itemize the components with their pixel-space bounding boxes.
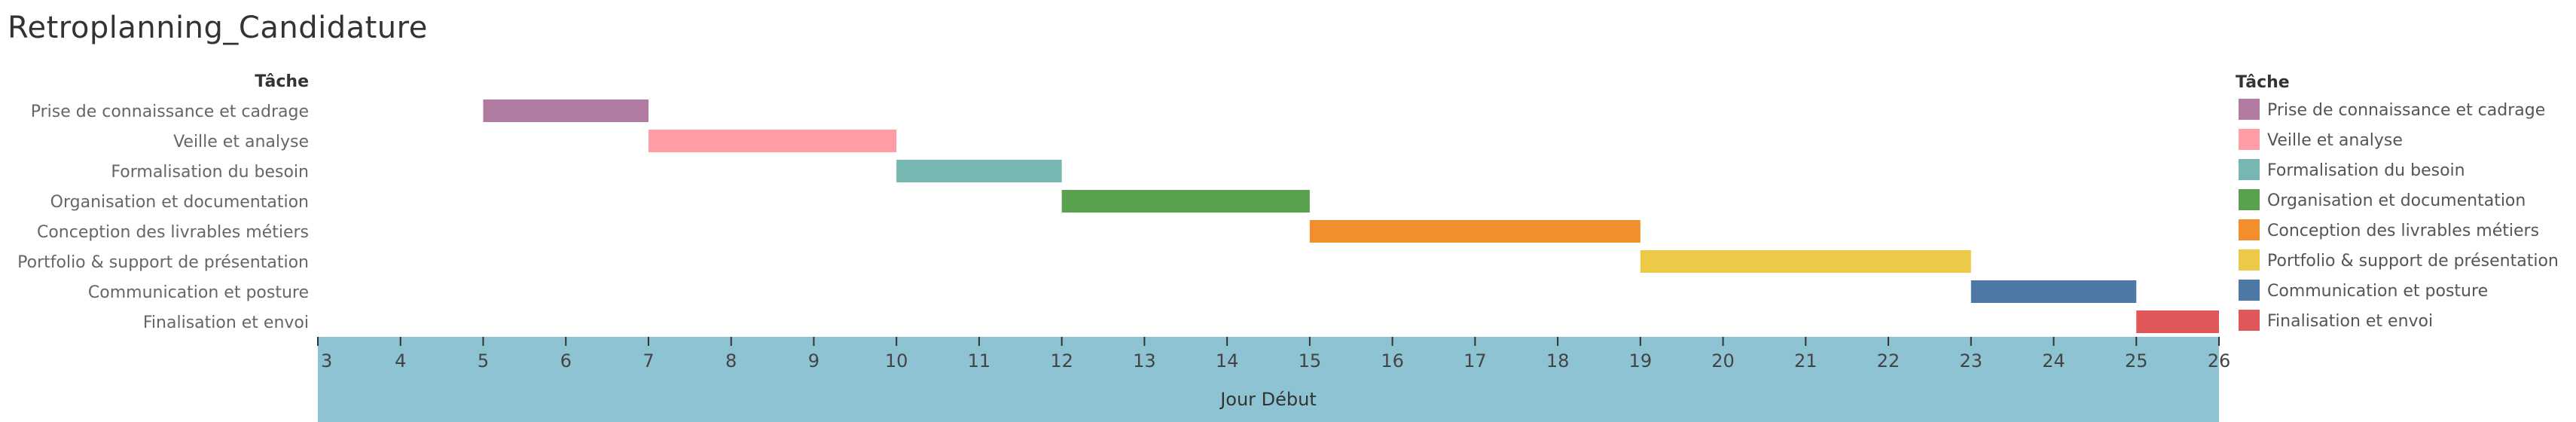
legend-swatch <box>2239 219 2260 240</box>
gantt-bar[interactable] <box>1061 190 1310 213</box>
x-tick-label: 13 <box>1133 350 1156 372</box>
legend-swatch <box>2239 310 2260 331</box>
x-tick-label: 10 <box>885 350 908 372</box>
category-label: Portfolio & support de présentation <box>17 253 309 272</box>
x-tick-label: 25 <box>2125 350 2148 372</box>
category-header: Tâche <box>255 72 309 91</box>
x-tick-label: 6 <box>560 350 572 372</box>
category-label: Prise de connaissance et cadrage <box>31 102 309 121</box>
legend-label: Organisation et documentation <box>2267 191 2526 210</box>
category-label: Finalisation et envoi <box>143 313 309 332</box>
x-tick-label: 12 <box>1050 350 1073 372</box>
x-tick-label: 5 <box>478 350 489 372</box>
x-tick-label: 24 <box>2042 350 2065 372</box>
legend-label: Communication et posture <box>2267 282 2488 301</box>
x-tick-label: 15 <box>1299 350 1322 372</box>
gantt-bar[interactable] <box>648 130 897 152</box>
x-tick-label: 3 <box>321 350 332 372</box>
legend-swatch <box>2239 99 2260 120</box>
axis-band <box>318 337 2219 422</box>
gantt-bar[interactable] <box>896 160 1062 182</box>
x-axis-title: Jour Début <box>1219 389 1317 410</box>
gantt-bar[interactable] <box>1970 280 2137 303</box>
x-tick-label: 16 <box>1381 350 1404 372</box>
x-tick-label: 22 <box>1877 350 1900 372</box>
x-tick-label: 8 <box>725 350 737 372</box>
legend-label: Prise de connaissance et cadrage <box>2267 101 2545 120</box>
x-tick-label: 26 <box>2208 350 2231 372</box>
x-axis-ticks: 3 4 5 6 7 8 9 10 11 12 13 14 15 16 17 18 19 20 21 22 23 24 25 2… <box>317 337 2231 372</box>
legend-swatch <box>2239 129 2260 150</box>
x-tick-label: 20 <box>1711 350 1735 372</box>
legend-swatch <box>2239 280 2260 301</box>
category-label: Organisation et documentation <box>50 193 309 212</box>
category-label: Conception des livrables métiers <box>37 223 309 242</box>
x-tick-label: 4 <box>395 350 406 372</box>
chart-title: Retroplanning_Candidature <box>8 11 428 45</box>
legend-swatch <box>2239 189 2260 210</box>
gantt-bar[interactable] <box>1309 220 1641 243</box>
x-tick-label: 23 <box>1960 350 1983 372</box>
x-tick-label: 7 <box>642 350 654 372</box>
x-tick-label: 18 <box>1546 350 1570 372</box>
category-label: Communication et posture <box>88 283 309 302</box>
x-tick-label: 21 <box>1794 350 1818 372</box>
gantt-bar[interactable] <box>483 99 649 122</box>
category-label: Veille et analyse <box>173 133 309 151</box>
legend-label: Conception des livrables métiers <box>2267 222 2539 240</box>
legend-label: Veille et analyse <box>2267 131 2403 150</box>
legend-label: Formalisation du besoin <box>2267 161 2465 180</box>
x-tick-label: 14 <box>1216 350 1239 372</box>
legend-label: Finalisation et envoi <box>2267 312 2433 331</box>
legend: Prise de connaissance et cadrage Veille e… <box>2239 99 2559 331</box>
legend-swatch <box>2239 249 2260 271</box>
category-label: Formalisation du besoin <box>111 163 309 182</box>
gantt-bar[interactable] <box>1640 250 1971 273</box>
legend-swatch <box>2239 159 2260 180</box>
legend-label: Portfolio & support de présentation <box>2267 252 2559 271</box>
x-tick-label: 9 <box>808 350 819 372</box>
legend-title: Tâche <box>2236 73 2290 92</box>
x-tick-label: 19 <box>1629 350 1653 372</box>
gantt-bar[interactable] <box>2136 310 2219 333</box>
x-tick-label: 11 <box>968 350 991 372</box>
x-tick-label: 17 <box>1463 350 1487 372</box>
bars <box>483 99 2219 333</box>
category-labels: Prise de connaissance et cadrage Veille e… <box>17 102 309 332</box>
